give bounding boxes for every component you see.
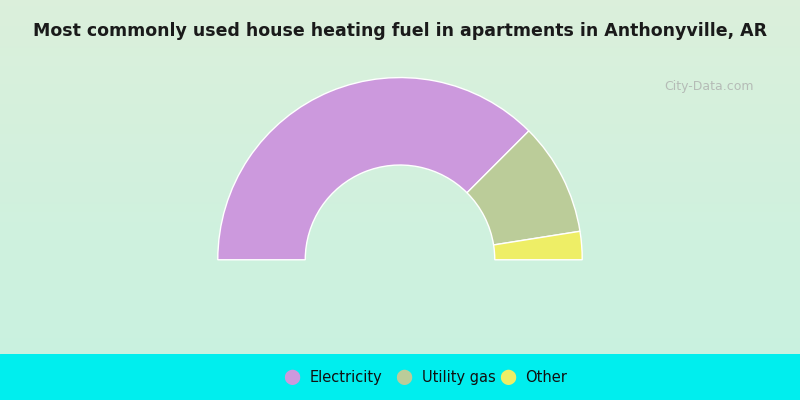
Wedge shape (218, 78, 529, 260)
Text: ⬤: ⬤ (395, 370, 413, 385)
Text: Utility gas: Utility gas (422, 370, 495, 385)
Text: ⬤: ⬤ (283, 370, 301, 385)
Text: ⬤: ⬤ (499, 370, 517, 385)
Wedge shape (494, 231, 582, 260)
Wedge shape (467, 131, 580, 245)
Text: City-Data.com: City-Data.com (664, 80, 754, 93)
Text: Electricity: Electricity (310, 370, 382, 385)
Text: Other: Other (526, 370, 567, 385)
Text: Most commonly used house heating fuel in apartments in Anthonyville, AR: Most commonly used house heating fuel in… (33, 22, 767, 40)
